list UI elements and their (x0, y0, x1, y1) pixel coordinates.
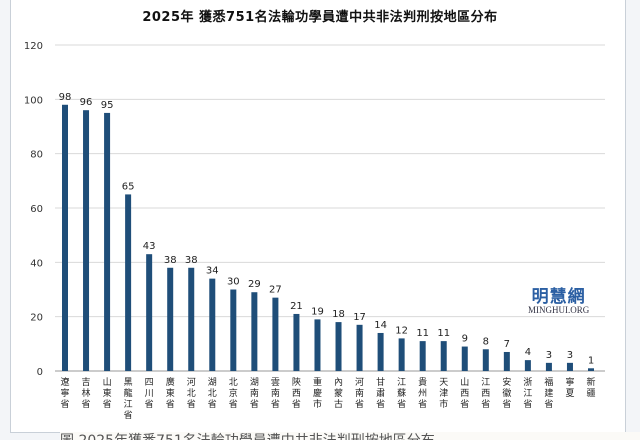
x-tick-label: 重慶市 (313, 376, 322, 410)
chart-title: 2025年 獲悉751名法輪功學員遭中共非法判刑按地區分布 (142, 10, 498, 25)
bar (398, 338, 405, 371)
data-label: 38 (164, 255, 177, 266)
x-tick-label: 新疆 (586, 376, 595, 399)
x-tick-label: 山西省 (460, 377, 469, 410)
logo-cn: 明慧網 (531, 287, 586, 307)
logo-en: MINGHUI.ORG (528, 305, 590, 315)
x-tick-label: 寧夏 (565, 376, 574, 399)
x-tick-label: 安徽省 (502, 376, 511, 410)
bar (146, 254, 153, 371)
data-label: 3 (546, 350, 552, 361)
y-tick-label: 20 (30, 313, 43, 324)
y-tick-label: 80 (30, 150, 43, 161)
bar (377, 332, 384, 371)
bar (545, 362, 552, 371)
x-tick-label: 甘肅省 (376, 376, 385, 410)
x-tick-label: 貴州省 (418, 376, 427, 410)
x-tick-label: 雲南省 (271, 377, 280, 410)
bar (588, 368, 594, 371)
bar (209, 278, 216, 371)
x-tick-label: 陝西省 (292, 377, 301, 410)
x-tick-label: 遼寧省 (60, 376, 69, 410)
y-tick-label: 40 (30, 258, 43, 269)
data-label: 18 (332, 309, 345, 320)
x-tick-label: 湖北省 (208, 377, 217, 410)
x-tick-label: 四川省 (145, 378, 154, 410)
bar (62, 104, 68, 372)
data-label: 4 (525, 347, 531, 358)
data-label: 30 (227, 277, 240, 288)
x-tick-label: 河南省 (355, 376, 364, 410)
data-label: 21 (290, 301, 303, 312)
bar (188, 267, 195, 371)
data-label: 9 (462, 334, 468, 345)
bar (272, 297, 279, 371)
bar (503, 351, 510, 371)
data-label: 12 (395, 325, 408, 336)
data-label: 29 (248, 279, 261, 290)
bar (335, 322, 342, 371)
x-tick-label: 湖南省 (250, 377, 259, 410)
data-label: 7 (504, 339, 510, 350)
data-label: 17 (353, 312, 366, 323)
data-label: 14 (374, 320, 387, 331)
bar (125, 194, 132, 371)
bar (251, 292, 258, 371)
data-label: 96 (80, 97, 93, 108)
y-tick-label: 0 (37, 367, 43, 378)
data-label: 11 (416, 328, 429, 339)
bar (524, 360, 531, 371)
x-tick-label: 內蒙古 (334, 377, 343, 410)
x-tick-label: 福建省 (544, 376, 553, 410)
data-label: 8 (483, 336, 489, 347)
data-label: 65 (122, 181, 135, 192)
bar (461, 346, 468, 371)
data-label: 1 (588, 355, 594, 366)
y-tick-label: 120 (24, 41, 43, 52)
data-label: 95 (101, 100, 114, 111)
bar (566, 362, 573, 371)
data-label: 3 (567, 350, 573, 361)
bar (83, 110, 90, 371)
x-tick-label: 江西省 (481, 377, 490, 410)
bar (104, 112, 111, 372)
x-tick-label: 廣東省 (166, 376, 175, 410)
data-label: 11 (437, 328, 450, 339)
data-label: 43 (143, 241, 156, 252)
x-tick-label: 北京省 (229, 377, 238, 410)
data-label: 98 (59, 92, 72, 103)
data-label: 38 (185, 255, 198, 266)
bar (482, 349, 489, 371)
bar (356, 324, 363, 371)
data-label: 27 (269, 285, 282, 296)
bar (230, 289, 237, 371)
bar (440, 341, 447, 371)
x-tick-label: 河北省 (187, 376, 196, 410)
x-tick-label: 天津市 (439, 378, 448, 410)
x-tick-label: 吉林省 (82, 377, 91, 410)
y-tick-label: 60 (30, 204, 43, 215)
bar (419, 341, 426, 371)
y-tick-label: 100 (24, 95, 43, 106)
x-tick-label: 黑龍江省 (124, 377, 133, 421)
x-tick-label: 浙江省 (523, 376, 532, 410)
x-tick-label: 江蘇省 (397, 377, 406, 410)
x-tick-label: 山東省 (103, 377, 112, 410)
data-label: 34 (206, 266, 219, 277)
bar (167, 267, 174, 371)
minghui-logo: 明慧網 MINGHUI.ORG (528, 282, 589, 315)
bar (314, 319, 321, 371)
bar (293, 313, 300, 371)
data-label: 19 (311, 306, 324, 317)
